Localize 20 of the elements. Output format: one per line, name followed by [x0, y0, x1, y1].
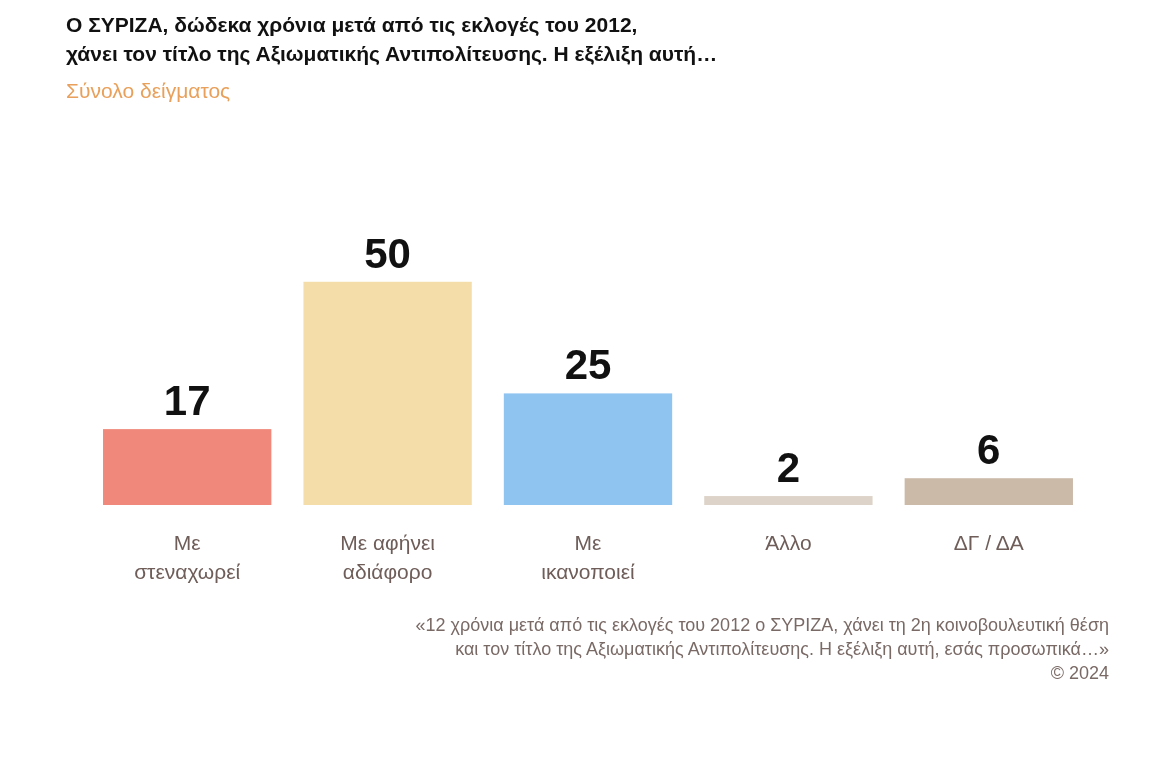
bar	[503, 393, 673, 505]
x-tick-label: Με αφήνει αδιάφορο	[340, 531, 436, 583]
x-tick-label: Με ικανοποιεί	[541, 531, 636, 583]
x-tick-label: Με στεναχωρεί	[134, 531, 241, 583]
data-label: 6	[977, 426, 1001, 474]
bar	[103, 429, 272, 505]
chart-title: Ο ΣΥΡΙΖΑ, δώδεκα χρόνια μετά από τις εκλογές του 2012, χάνει τον τίτλο της Αξιωματικής Αντιπολίτευσης. Η εξέλιξη αυτή…	[66, 13, 718, 66]
text: © 2024	[1050, 663, 1109, 683]
bar	[303, 281, 472, 505]
data-label: 2	[776, 444, 801, 492]
x-tick-label: Άλλο	[765, 531, 812, 554]
data-label: 50	[364, 229, 411, 277]
x-tick-label: ΔΓ / ΔΑ	[953, 531, 1024, 554]
chart-subtitle: Σύνολο δείγματος	[66, 79, 231, 102]
data-label: 25	[564, 341, 612, 389]
text: και τον τίτλο της Αξιωματικής Αντιπολίτευσης. Η εξέλιξη αυτή, εσάς προσωπικά…»	[455, 639, 1109, 659]
text: «12 χρόνια μετά από τις εκλογές του 2012 ο ΣΥΡΙΖΑ, χάνει τη 2η κοινοβουλευτική θέση	[415, 615, 1109, 635]
bar	[904, 478, 1073, 505]
bar	[704, 496, 873, 505]
data-label: 17	[163, 377, 211, 425]
